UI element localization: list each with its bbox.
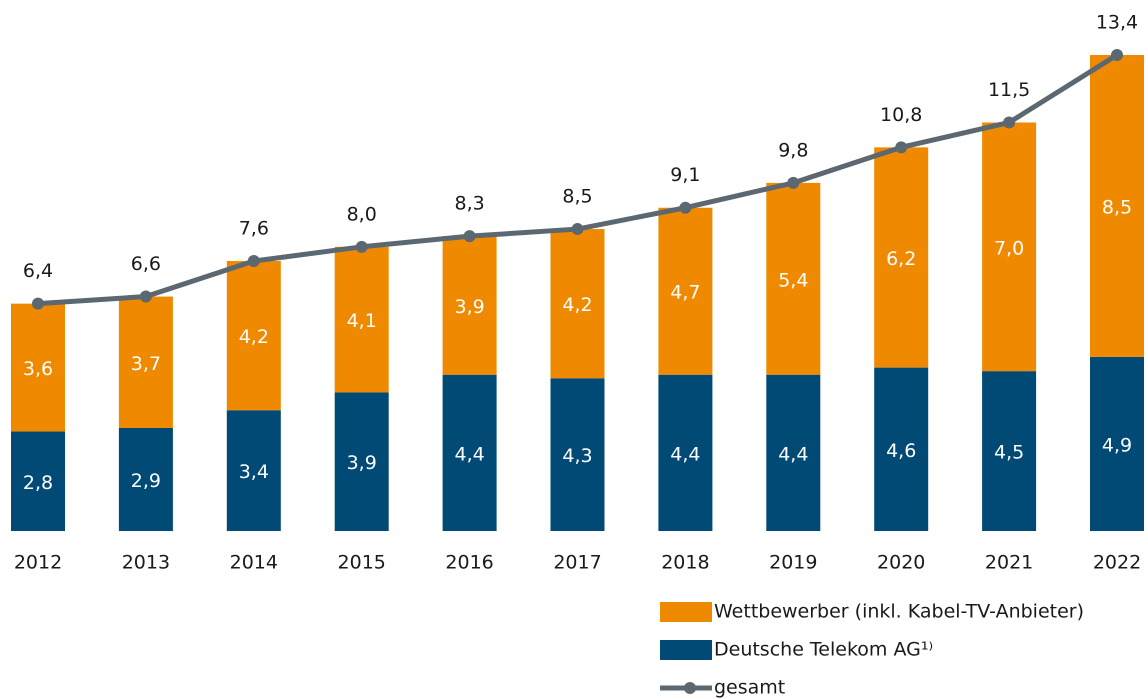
total-marker (571, 223, 584, 236)
total-marker (463, 230, 476, 243)
total-label: 9,8 (778, 139, 808, 161)
x-tick-label: 2015 (338, 552, 386, 574)
total-label: 8,5 (562, 186, 592, 208)
value-label: 4,4 (454, 443, 484, 465)
value-label: 4,7 (670, 282, 700, 304)
bar-segment (118, 296, 173, 428)
total-label: 13,4 (1096, 12, 1138, 34)
total-marker (247, 255, 260, 268)
bar-segment (982, 371, 1037, 531)
total-label: 8,3 (454, 193, 484, 215)
value-label: 7,0 (994, 237, 1024, 259)
legend-marker (684, 682, 696, 694)
bar-segment (658, 207, 713, 375)
bar-segment (1090, 356, 1144, 531)
x-tick-label: 2016 (445, 552, 493, 574)
total-label: 6,4 (23, 260, 53, 282)
value-label: 4,5 (994, 442, 1024, 464)
value-label: 3,9 (347, 452, 377, 474)
value-label: 8,5 (1102, 196, 1132, 218)
total-marker (679, 201, 692, 214)
total-marker (139, 290, 152, 303)
total-label: 6,6 (131, 253, 161, 275)
bar-segment (118, 427, 173, 531)
value-label: 2,8 (23, 472, 53, 494)
total-marker (1003, 116, 1016, 129)
legend-label: gesamt (714, 677, 785, 699)
value-label: 4,9 (1102, 434, 1132, 456)
x-tick-label: 2017 (553, 552, 601, 574)
total-label: 10,8 (880, 104, 922, 126)
bar-segment (226, 261, 281, 411)
total-marker (32, 297, 44, 310)
bar-segment (442, 236, 497, 375)
x-tick-label: 2013 (122, 552, 170, 574)
total-marker (787, 176, 800, 189)
bar-segment (766, 182, 821, 375)
value-label: 4,1 (347, 310, 377, 332)
bar-segment (550, 229, 605, 379)
value-label: 3,6 (23, 358, 53, 380)
legend-swatch (660, 602, 712, 622)
total-marker (1111, 49, 1123, 61)
bar-segment (550, 378, 605, 531)
value-label: 3,9 (454, 296, 484, 318)
bar-segment (874, 147, 929, 368)
bar-segment (11, 431, 65, 531)
value-label: 4,2 (239, 326, 269, 348)
total-label: 9,1 (670, 164, 700, 186)
x-tick-label: 2022 (1093, 552, 1141, 574)
bar-segment (982, 122, 1037, 372)
legend-label: Deutsche Telekom AG¹⁾ (714, 639, 933, 661)
value-label: 4,4 (670, 443, 700, 465)
bar-segment (334, 392, 389, 531)
x-tick-label: 2012 (14, 552, 62, 574)
value-label: 4,3 (562, 445, 592, 467)
legend-swatch (660, 640, 712, 660)
bar-segment (1090, 55, 1144, 357)
legend-label: Wettbewerber (inkl. Kabel-TV-Anbieter) (714, 601, 1084, 623)
bar-segment (334, 246, 389, 393)
x-tick-label: 2014 (230, 552, 278, 574)
value-label: 4,2 (562, 294, 592, 316)
value-label: 4,4 (778, 443, 808, 465)
x-tick-label: 2021 (985, 552, 1033, 574)
total-marker (895, 141, 908, 154)
bar-segment (658, 374, 713, 531)
total-marker (355, 240, 368, 253)
total-label: 8,0 (347, 203, 377, 225)
value-label: 3,4 (239, 461, 269, 483)
value-label: 3,7 (131, 353, 161, 375)
bar-segment (11, 303, 65, 432)
value-label: 2,9 (131, 470, 161, 492)
value-label: 5,4 (778, 269, 808, 291)
bar-segment (874, 367, 929, 531)
total-label: 11,5 (988, 79, 1030, 101)
value-label: 6,2 (886, 248, 916, 270)
bar-segment (442, 374, 497, 531)
x-tick-label: 2020 (877, 552, 925, 574)
bar-segment (226, 410, 281, 531)
value-label: 4,6 (886, 440, 916, 462)
bar-segment (766, 374, 821, 531)
x-tick-label: 2018 (661, 552, 709, 574)
total-label: 7,6 (239, 218, 269, 240)
x-tick-label: 2019 (769, 552, 817, 574)
